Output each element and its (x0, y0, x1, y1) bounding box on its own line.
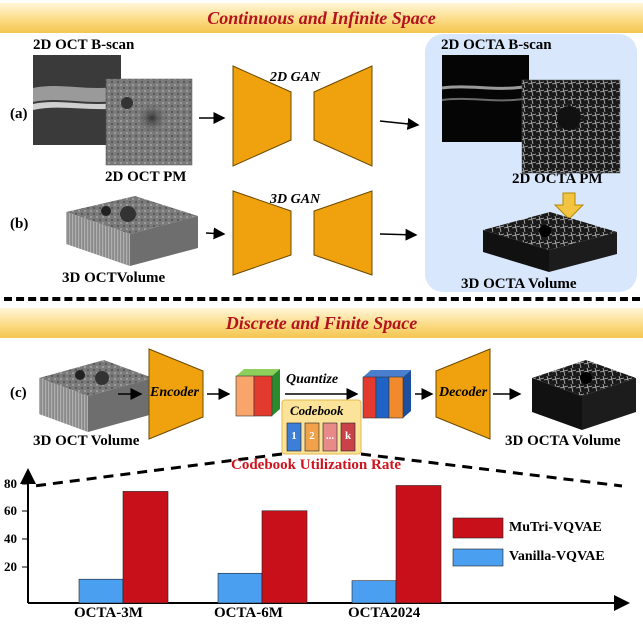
gan-3d-icon (232, 190, 373, 276)
bar-vanilla-vqvae-octa-6m (217, 572, 263, 604)
xtick-octa-3m: OCTA-3M (74, 605, 143, 621)
encoder-block (148, 348, 204, 440)
octa-volume-label: 3D OCTA Volume (461, 276, 577, 292)
bottom-banner (0, 308, 643, 338)
quantize-label: Quantize (286, 372, 339, 387)
octa-volume-output-c-image (532, 360, 636, 430)
latent-cube-icon (235, 369, 280, 417)
zoom-line-right (360, 452, 623, 488)
bar-mutri-vqvae-octa-3m (122, 491, 169, 604)
zoom-line-left (33, 452, 283, 488)
panel-c-label: (c) (10, 385, 27, 401)
oct-volume-label: 3D OCTVolume (62, 270, 166, 286)
legend-swatch-mutri (452, 517, 504, 539)
codebook-entry-k: k (344, 430, 352, 442)
codebook-entry-2: 2 (309, 430, 315, 442)
octa-bscan-label: 2D OCTA B-scan (441, 37, 552, 53)
legend-swatch-vanilla (452, 548, 504, 567)
codebook-panel (281, 399, 362, 455)
bar-mutri-vqvae-octa-6m (261, 510, 308, 604)
bar-mutri-vqvae-octa2024 (395, 485, 442, 604)
octa-pm-image (521, 79, 621, 174)
oct-bscan-label: 2D OCT B-scan (33, 37, 135, 53)
oct-volume-3d-image (66, 196, 198, 266)
panel-a-label: (a) (10, 106, 28, 122)
oct-pm-image (105, 78, 193, 166)
ytick-80: 80 (4, 476, 17, 491)
encoder-label: Encoder (150, 385, 199, 400)
decoder-label: Decoder (439, 385, 488, 400)
octa-volume-3d-image (483, 212, 617, 272)
gan-3d-label: 3D GAN (270, 192, 321, 207)
codebook-entry-ellipsis: ... (325, 430, 335, 442)
ytick-60: 60 (4, 503, 17, 518)
octa-volume-c-label: 3D OCTA Volume (505, 433, 621, 449)
oct-volume-input-c-image (39, 360, 153, 432)
decoder-block (435, 348, 491, 440)
oct-volume-c-label: 3D OCT Volume (33, 433, 140, 449)
gan-2d-icon (232, 65, 373, 167)
quantized-cube-icon (362, 370, 411, 419)
arrow-b-in (205, 227, 226, 240)
codebook-entry-1: 1 (291, 430, 297, 442)
arrow-b-out (379, 228, 418, 241)
xtick-octa2024: OCTA2024 (348, 605, 421, 621)
chart-bars (78, 485, 442, 604)
panel-b-label: (b) (10, 216, 29, 232)
top-banner (0, 3, 643, 33)
codebook-utilization-label: Codebook Utilization Rate (231, 457, 401, 473)
xtick-octa-6m: OCTA-6M (214, 605, 283, 621)
oct-pm-label: 2D OCT PM (105, 169, 187, 185)
legend-label-vanilla: Vanilla-VQVAE (509, 549, 605, 564)
top-banner-title: Continuous and Infinite Space (207, 8, 436, 28)
bar-vanilla-vqvae-octa2024 (351, 580, 397, 604)
bottom-banner-title: Discrete and Finite Space (225, 313, 418, 333)
down-arrow-icon (553, 192, 585, 220)
octa-bscan-image (441, 55, 530, 142)
codebook-label: Codebook (290, 403, 344, 418)
ytick-20: 20 (4, 559, 17, 574)
bar-vanilla-vqvae-octa-3m (78, 578, 124, 604)
gan-2d-label: 2D GAN (270, 70, 321, 85)
octa-pm-label: 2D OCTA PM (512, 171, 603, 187)
section-divider (4, 297, 640, 301)
legend-label-mutri: MuTri-VQVAE (509, 520, 602, 535)
arrow-a-out (379, 117, 420, 130)
ytick-40: 40 (4, 531, 17, 546)
